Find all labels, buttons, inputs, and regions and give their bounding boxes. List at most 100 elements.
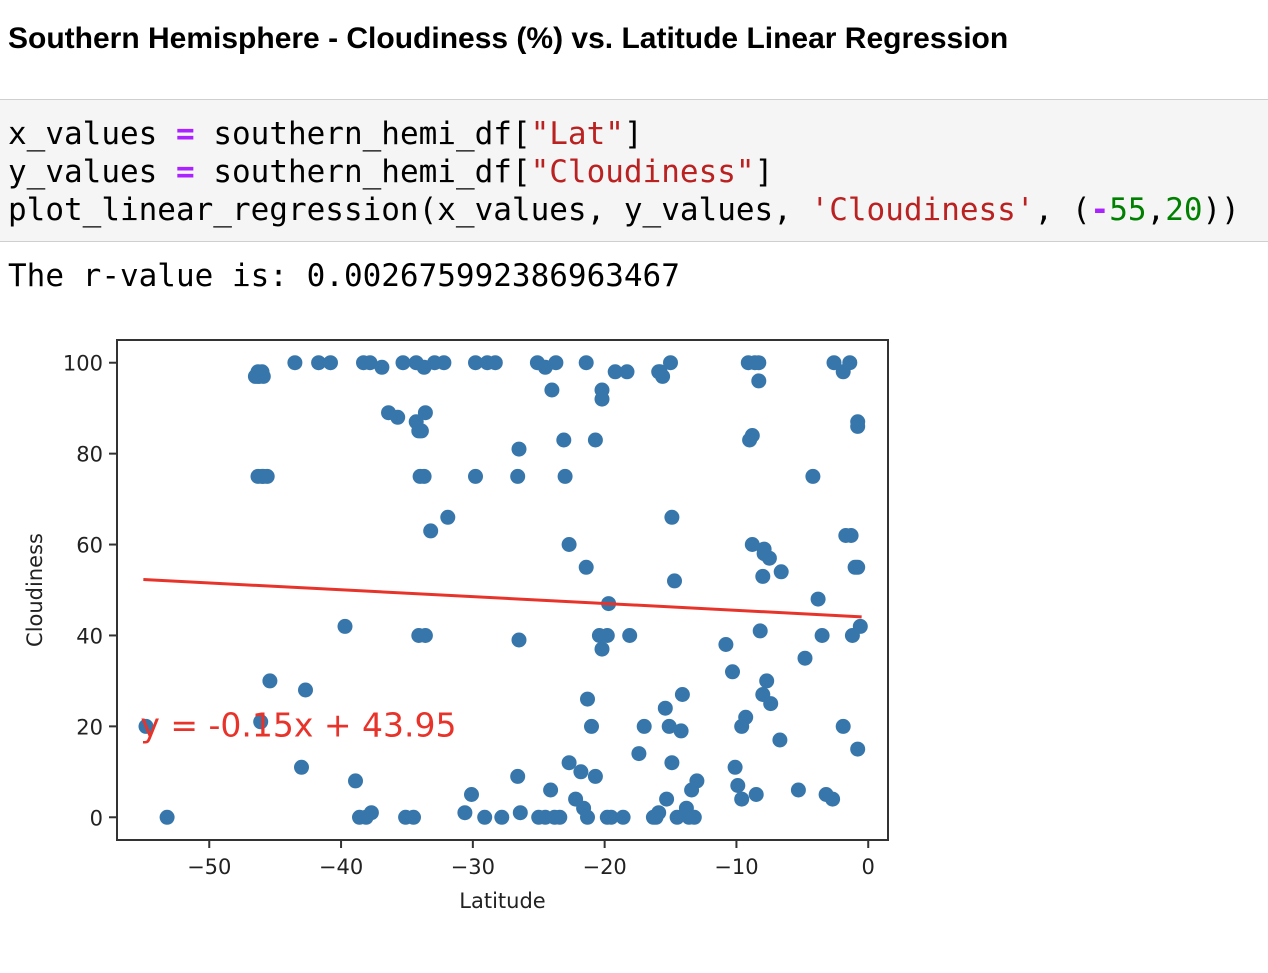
plot-frame (116, 339, 889, 841)
code-line-1: x_values = southern_hemi_df["Lat"] (8, 115, 643, 153)
data-point (544, 382, 560, 398)
data-point (584, 718, 599, 734)
data-point (594, 391, 610, 407)
data-point (416, 468, 432, 484)
code-string: 'Cloudiness' (810, 192, 1035, 228)
code-call: southern_hemi_df[ (213, 116, 531, 152)
data-point (457, 805, 473, 821)
data-point (578, 355, 594, 371)
data-point (578, 559, 594, 575)
data-point (374, 359, 390, 375)
data-point (744, 428, 760, 443)
data-point (557, 468, 573, 484)
code-cell[interactable]: x_values = southern_hemi_df["Lat"] y_val… (0, 99, 1268, 242)
data-points (138, 355, 868, 825)
data-point (718, 637, 734, 652)
data-point (510, 768, 526, 784)
chart-container: y = -0.15x + 43.95 −50 −40 −30 −20 −10 0 0 20 4… (0, 320, 1268, 968)
data-point (844, 628, 860, 643)
code-number: 20 (1165, 192, 1203, 228)
data-point (294, 759, 309, 775)
data-point (631, 746, 647, 762)
data-point (287, 355, 303, 371)
data-point (561, 755, 577, 771)
data-point (664, 755, 680, 771)
data-point (603, 809, 619, 825)
data-point (664, 509, 680, 525)
data-point (748, 787, 764, 802)
code-var: x_values (8, 116, 158, 152)
data-point (738, 709, 754, 725)
data-point (689, 773, 705, 789)
code-line-2: y_values = southern_hemi_df["Cloudiness"… (8, 153, 773, 191)
data-point (436, 355, 452, 371)
data-point (842, 355, 858, 371)
data-point (323, 355, 338, 371)
data-point (651, 805, 667, 821)
data-point (311, 355, 327, 371)
data-point (655, 368, 671, 384)
code-line-3: plot_linear_regression(x_values, y_value… (8, 191, 1240, 229)
data-point (464, 787, 479, 802)
data-point (835, 718, 851, 734)
data-point (262, 673, 278, 689)
data-point (395, 355, 411, 371)
code-separator: , ( (1034, 192, 1091, 228)
data-point (468, 468, 483, 484)
data-point (337, 618, 353, 634)
data-point (561, 537, 577, 552)
data-point (543, 782, 559, 798)
data-point (251, 368, 267, 384)
data-point (751, 373, 767, 389)
code-comma: , (1146, 192, 1166, 228)
data-point (657, 700, 673, 716)
data-point (686, 809, 702, 825)
data-point (773, 564, 789, 580)
data-point (406, 809, 421, 825)
code-string: "Cloudiness" (530, 154, 755, 190)
y-tick-label: 100 (63, 352, 103, 376)
data-point (423, 523, 439, 539)
x-tick-label: 0 (862, 855, 875, 879)
data-point (362, 355, 378, 371)
data-point (751, 355, 767, 371)
data-point (772, 732, 788, 748)
data-point (730, 778, 746, 793)
data-point (763, 696, 779, 712)
data-point (552, 809, 568, 825)
data-point (814, 628, 830, 643)
data-point (850, 559, 866, 575)
data-point (417, 405, 433, 421)
data-point (599, 628, 615, 643)
section-heading: Southern Hemisphere - Cloudiness (%) vs.… (8, 22, 1009, 55)
data-point (573, 764, 589, 780)
code-number: 55 (1109, 192, 1147, 228)
data-point (138, 718, 154, 734)
data-point (580, 691, 595, 707)
data-point (556, 432, 572, 448)
data-point (411, 423, 427, 439)
y-tick-label: 20 (76, 715, 103, 739)
code-var: y_values (8, 154, 158, 190)
data-point (494, 809, 510, 825)
data-point (615, 809, 631, 825)
code-operator: = (175, 116, 195, 152)
x-tick-label: −10 (714, 855, 758, 879)
data-point (348, 773, 363, 789)
data-point (727, 759, 743, 775)
data-point (607, 364, 623, 380)
scatter-chart: y = -0.15x + 43.95 −50 −40 −30 −20 −10 0 0 20 4… (23, 339, 889, 913)
data-point (390, 409, 406, 425)
data-point (761, 550, 777, 566)
data-point (752, 623, 768, 639)
y-axis-label: Cloudiness (23, 533, 47, 647)
data-point (440, 509, 456, 525)
data-point (594, 641, 610, 657)
data-point (674, 687, 690, 702)
data-point (363, 805, 379, 821)
code-bracket: )) (1202, 192, 1240, 228)
data-point (417, 628, 433, 643)
data-point (725, 664, 740, 680)
data-point (843, 528, 859, 543)
data-point (511, 441, 527, 457)
